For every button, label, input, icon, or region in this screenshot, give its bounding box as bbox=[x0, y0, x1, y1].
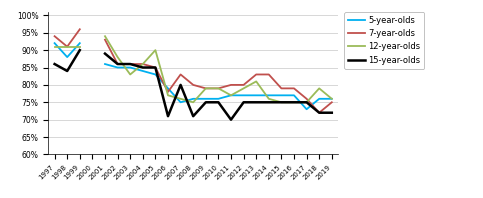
Legend: 5-year-olds, 7-year-olds, 12-year-olds, 15-year-olds: 5-year-olds, 7-year-olds, 12-year-olds, … bbox=[344, 12, 425, 69]
